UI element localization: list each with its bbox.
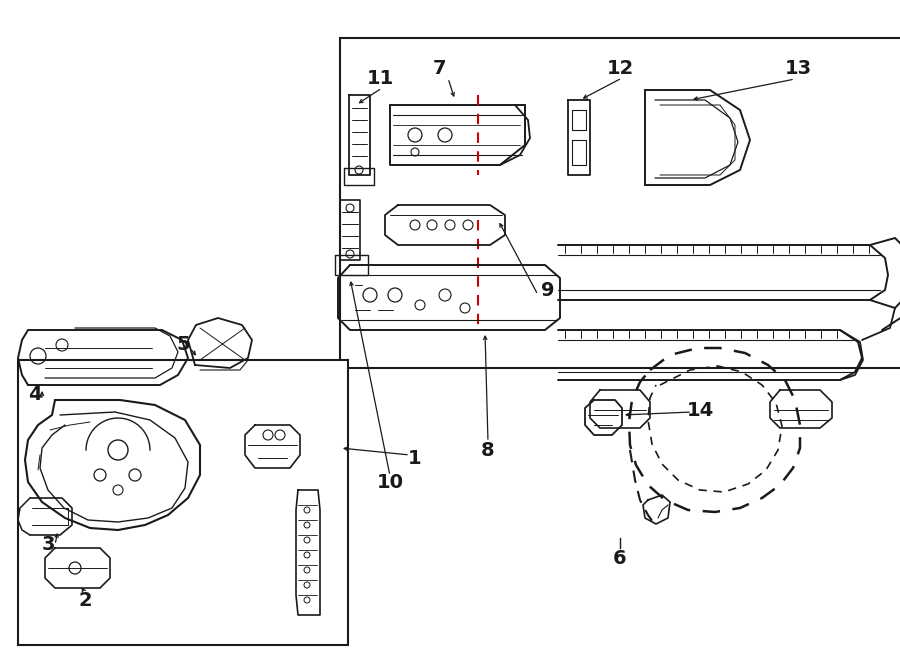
Text: 7: 7 (433, 59, 446, 77)
Text: 1: 1 (409, 449, 422, 467)
Text: 3: 3 (41, 535, 55, 555)
Text: 5: 5 (176, 336, 190, 354)
Text: 13: 13 (785, 59, 812, 77)
Text: 14: 14 (687, 401, 714, 420)
Text: 10: 10 (376, 473, 403, 492)
Text: 4: 4 (28, 385, 41, 405)
Text: 12: 12 (607, 59, 634, 77)
Text: 8: 8 (482, 440, 495, 459)
Text: 2: 2 (78, 590, 92, 609)
Bar (340, 38, 900, 368)
Text: 6: 6 (613, 549, 626, 568)
Text: 11: 11 (366, 69, 393, 87)
Text: 9: 9 (541, 280, 554, 299)
Bar (18, 360, 348, 645)
